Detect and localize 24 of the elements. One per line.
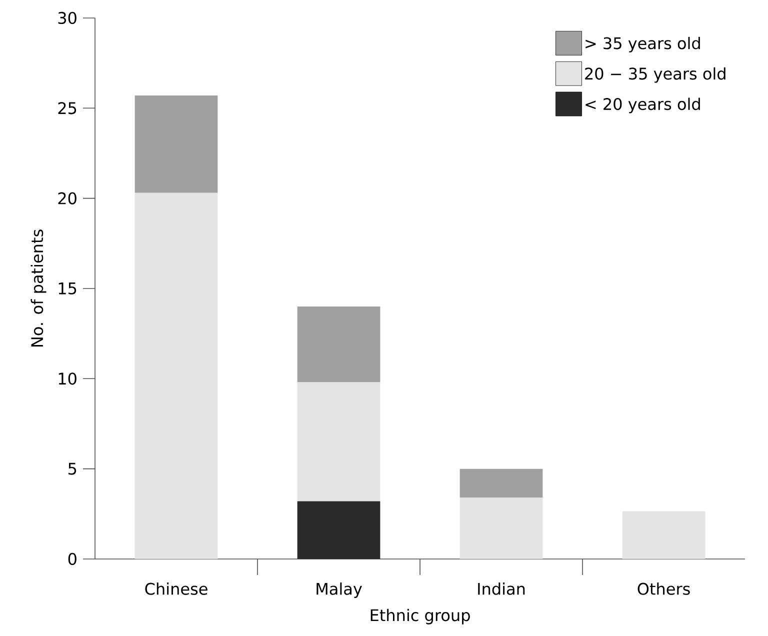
legend-label: > 35 years old xyxy=(586,36,700,52)
y-tick-label: 0 xyxy=(68,552,76,566)
bar xyxy=(297,501,380,559)
bar xyxy=(297,382,380,502)
legend-label: < 20 years old xyxy=(586,98,700,114)
bar xyxy=(460,468,543,498)
bar xyxy=(297,306,380,382)
bar xyxy=(622,511,706,559)
y-tick-label: 25 xyxy=(58,102,76,114)
x-axis-title: Ethnic group xyxy=(370,608,470,624)
y-tick-label: 20 xyxy=(58,192,76,204)
y-tick-label: 15 xyxy=(58,282,76,294)
bar xyxy=(134,96,218,193)
x-tick-label: Indian xyxy=(478,582,525,595)
x-tick-label: Malay xyxy=(316,582,362,598)
bar xyxy=(460,498,543,559)
x-tick-label: Chinese xyxy=(145,582,208,595)
y-tick-label: 30 xyxy=(58,12,76,24)
y-axis-title: No. of patients xyxy=(30,230,46,346)
legend-label: 20 − 35 years old xyxy=(585,67,726,83)
y-tick-label: 5 xyxy=(68,462,76,475)
bar xyxy=(134,192,218,559)
x-tick-label: Others xyxy=(638,582,690,595)
y-tick-label: 10 xyxy=(58,372,76,385)
